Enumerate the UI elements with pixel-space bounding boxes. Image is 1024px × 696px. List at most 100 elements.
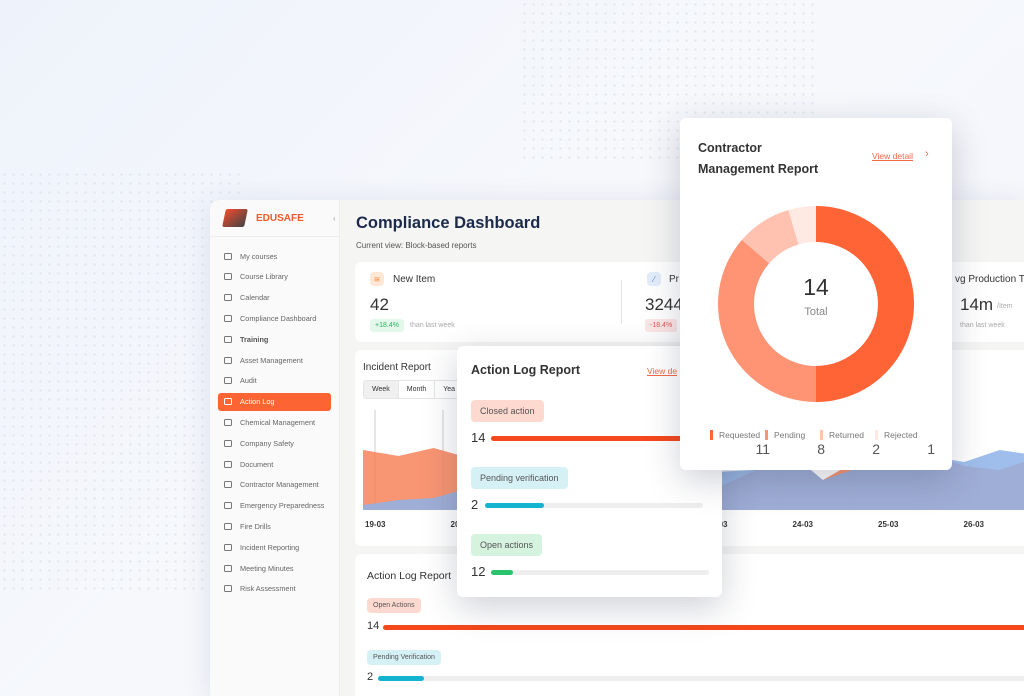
sidebar-item-label: Asset Management [240,355,303,365]
x-tick-label: 19-03 [365,520,386,529]
page-subtitle: Current view: Block-based reports [356,241,477,250]
sidebar-item-calendar[interactable]: Calendar [218,289,331,307]
sidebar-item-course-library[interactable]: Course Library [218,268,331,286]
building-icon [224,481,232,489]
sidebar-item-label: Calendar [240,293,270,303]
divider [621,280,622,324]
change-note: than last week [960,322,1005,329]
change-badge: -18.4% [645,319,678,332]
stat-label: New Item [393,274,436,285]
layers-icon: ≋ [370,272,384,286]
legend-item-pending: Pending 8 [765,430,825,457]
sidebar-item-compliance-dashboard[interactable]: Compliance Dashboard [218,309,331,327]
x-tick-label: 26-03 [963,520,984,529]
sidebar-item-label: Incident Reporting [240,542,300,552]
sidebar-item-document[interactable]: Document [218,455,331,473]
folder-icon [224,273,232,281]
closed-action-value: 14 [471,430,486,445]
sidebar-item-label: Fire Drills [240,521,271,531]
alert-icon [224,543,232,551]
incident-title: Incident Report [363,362,431,373]
stat-value: 14m [960,295,994,314]
sidebar-item-label: Contractor Management [240,480,319,490]
sidebar-item-asset-management[interactable]: Asset Management [218,351,331,369]
donut-segment-rejected [788,206,816,245]
flask-icon [224,418,232,426]
edit-icon [224,564,232,572]
card-title: Action Log Report [367,570,452,582]
sidebar-item-label: Emergency Preparedness [240,501,325,511]
pending-verification-value: 2 [367,671,374,683]
pending-verification-value: 2 [471,497,479,512]
document-icon [224,460,232,468]
donut-total-label: Total [804,306,828,318]
users-icon [224,335,232,343]
sidebar-item-audit[interactable]: Audit [218,372,331,390]
stat-label: vg Production T [955,274,1024,285]
pending-verification-bar [485,503,544,508]
sidebar-item-risk-assessment[interactable]: Risk Assessment [218,580,331,598]
collapse-icon[interactable]: ‹ [333,214,336,223]
closed-action-pill: Closed action [471,400,544,422]
chevron-right-icon[interactable]: › [925,148,929,160]
sidebar-item-label: Document [240,459,274,469]
closed-action-bar [491,436,709,441]
tab-week[interactable]: Week [364,381,399,398]
stat-unit: /Item [997,303,1013,310]
legend-item-returned: Returned 2 [820,430,880,457]
donut-total-value: 14 [803,274,829,300]
page-title: Compliance Dashboard [356,214,541,232]
chart-icon [224,398,232,406]
graduation-cap-icon [224,252,232,260]
sidebar-item-label: Chemical Management [240,417,316,427]
sidebar-item-label: Company Safety [240,438,294,448]
gear-icon [224,502,232,510]
change-note: than last week [410,322,455,329]
sidebar-item-company-safety[interactable]: Company Safety [218,434,331,452]
calendar-icon [224,294,232,302]
group-icon [224,439,232,447]
action-log-report-card: Action Log Report View de Closed action 1… [457,346,722,597]
pending-verification-pill: Pending verification [471,467,568,489]
sidebar-item-label: Compliance Dashboard [240,313,317,323]
extinguisher-icon [224,522,232,530]
sidebar-item-action-log[interactable]: Action Log [218,392,331,411]
dot-pattern [0,170,240,590]
donut-chart [718,206,914,402]
legend-item-requested: Requested 11 [710,430,770,457]
sidebar-item-meeting-minutes[interactable]: Meeting Minutes [218,559,331,577]
sidebar-item-fire-drills[interactable]: Fire Drills [218,517,331,535]
sidebar-item-contractor-management[interactable]: Contractor Management [218,476,331,494]
donut-segment-pending [718,239,816,402]
open-actions-value: 12 [471,564,486,579]
sidebar-item-label: Action Log [240,397,275,407]
logo-mark [222,209,248,227]
sidebar-item-label: My courses [240,251,278,261]
sidebar-item-my-courses[interactable]: My courses [218,247,331,265]
tab-month[interactable]: Month [398,381,436,398]
stat-value: 3244 [645,295,683,314]
contractor-management-card: Contractor Management Report View detail … [680,118,952,470]
donut-segment-requested [816,206,914,402]
stat-value: 42 [370,295,389,314]
period-tabs: Week Month Yea [363,380,466,399]
sidebar-item-label: Audit [240,376,257,386]
sidebar-item-emergency-preparedness[interactable]: Emergency Preparedness [218,497,331,515]
sidebar-item-label: Training [240,334,269,344]
pending-verification-bar [378,676,425,681]
x-tick-label: 24-03 [792,520,813,529]
folder-icon [224,356,232,364]
view-detail-link[interactable]: View detail [872,151,913,161]
pending-verification-pill: Pending Verification [367,650,441,665]
sidebar-item-incident-reporting[interactable]: Incident Reporting [218,538,331,556]
open-actions-bar [383,625,1024,630]
open-actions-pill: Open Actions [367,598,421,613]
sidebar-item-training[interactable]: Training [218,330,331,348]
change-badge: +18.4% [370,319,404,332]
note-icon [224,377,232,385]
view-detail-link[interactable]: View de [647,366,678,376]
sidebar: EDUSAFE ‹ My courses Course Library Calend… [210,200,340,696]
sidebar-item-chemical-management[interactable]: Chemical Management [218,413,331,431]
card-title: Action Log Report [471,363,581,377]
logo[interactable]: EDUSAFE [222,209,304,227]
